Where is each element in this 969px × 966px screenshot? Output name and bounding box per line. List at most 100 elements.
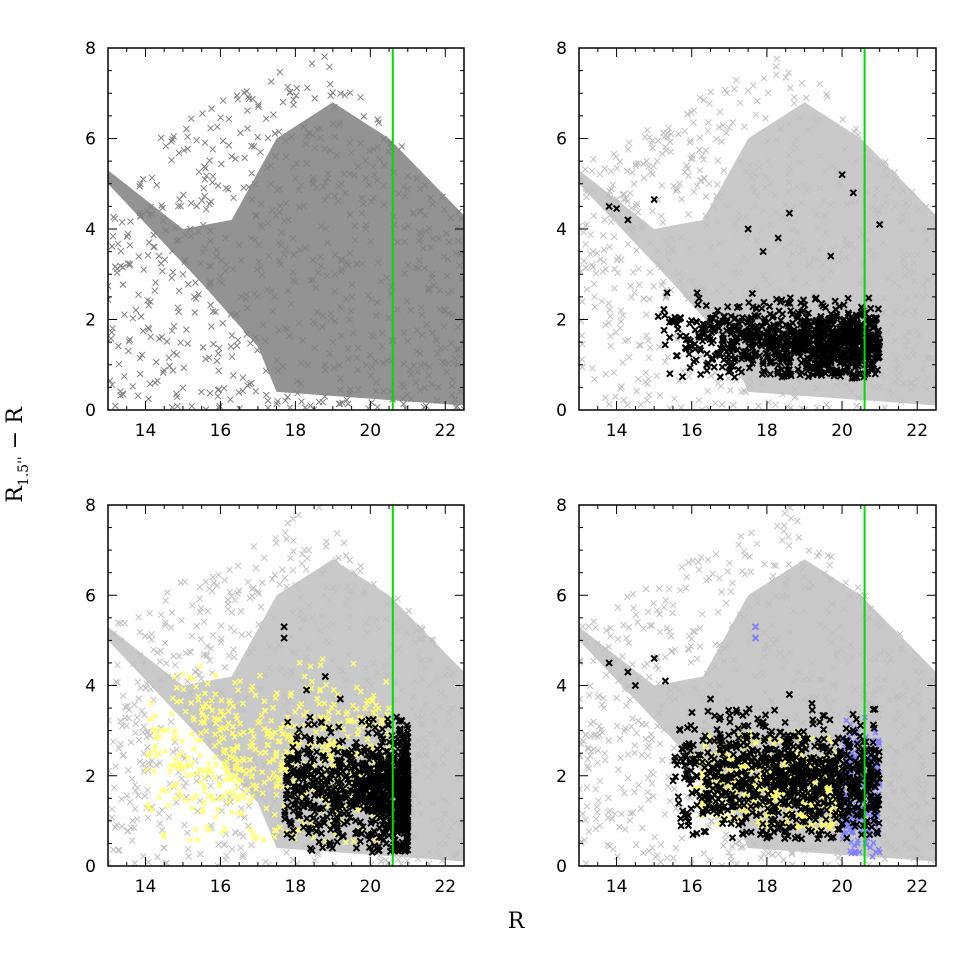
all-sources-marker xyxy=(790,202,798,210)
all-sources-marker xyxy=(194,807,201,815)
all-sources-marker xyxy=(284,216,292,224)
all-sources-marker xyxy=(882,193,890,201)
all-sources-marker xyxy=(217,638,225,646)
selected-marker xyxy=(684,335,693,344)
all-sources-marker xyxy=(800,181,808,188)
selected-marker xyxy=(870,314,878,323)
all-sources-marker xyxy=(290,548,297,555)
all-sources-marker xyxy=(659,278,667,286)
all-sources-marker xyxy=(702,212,709,220)
all-sources-marker xyxy=(588,261,596,269)
all-sources-marker xyxy=(713,192,721,200)
yellow-marker xyxy=(271,774,278,781)
selected-marker xyxy=(361,775,370,784)
all-sources-marker xyxy=(454,224,461,232)
all-sources-marker xyxy=(283,849,290,856)
all-sources-marker xyxy=(281,671,288,679)
all-sources-marker xyxy=(191,309,199,316)
all-sources-marker xyxy=(593,808,601,816)
all-sources-marker xyxy=(217,687,224,695)
yellow-marker xyxy=(180,686,187,693)
yellow-marker xyxy=(197,779,204,786)
all-sources-marker xyxy=(735,215,743,223)
all-sources-marker xyxy=(136,628,144,636)
all-sources-marker xyxy=(749,169,757,176)
yellow-marker xyxy=(370,692,377,699)
selected-marker xyxy=(306,713,314,722)
all-sources-marker xyxy=(885,275,892,282)
yellow-marker xyxy=(357,688,364,695)
all-sources-marker xyxy=(669,245,676,252)
all-sources-marker xyxy=(283,535,290,543)
all-sources-marker xyxy=(327,92,334,99)
all-sources-marker xyxy=(259,321,267,329)
yellow-marker xyxy=(194,770,201,777)
all-sources-marker xyxy=(348,149,355,157)
all-sources-marker xyxy=(740,387,748,395)
yellow-marker xyxy=(351,718,358,725)
all-sources-marker xyxy=(124,827,131,835)
all-sources-marker xyxy=(360,113,368,120)
all-sources-marker xyxy=(324,192,332,200)
all-sources-marker xyxy=(744,87,752,94)
all-sources-marker xyxy=(140,749,148,757)
all-sources-marker xyxy=(829,600,837,607)
yellow-marker xyxy=(323,681,330,688)
all-sources-marker xyxy=(727,288,735,296)
yellow-marker xyxy=(250,765,257,772)
all-sources-marker xyxy=(415,264,422,272)
all-sources-marker xyxy=(868,252,876,260)
selected-marker xyxy=(866,304,875,313)
x-tick-label: 18 xyxy=(285,421,307,441)
all-sources-marker xyxy=(135,291,142,299)
all-sources-marker xyxy=(590,280,598,288)
all-sources-marker xyxy=(340,170,348,178)
all-sources-marker xyxy=(693,182,701,190)
all-sources-marker xyxy=(800,606,808,614)
selected-marker xyxy=(735,302,744,311)
all-sources-marker xyxy=(147,333,154,341)
all-sources-marker xyxy=(456,262,463,269)
all-sources-marker xyxy=(579,356,586,363)
all-sources-marker xyxy=(353,354,360,362)
yellow-marker xyxy=(228,809,235,816)
all-sources-marker xyxy=(400,329,408,337)
yellow-marker xyxy=(208,770,215,777)
selected-marker xyxy=(842,339,850,347)
x-tick-label: 18 xyxy=(285,877,307,897)
all-sources-marker xyxy=(158,202,165,209)
selected-marker xyxy=(294,812,303,820)
all-sources-marker xyxy=(422,750,430,758)
yellow-marker xyxy=(208,697,215,704)
all-sources-marker xyxy=(624,401,631,409)
selected-marker xyxy=(874,305,883,313)
selected-marker xyxy=(315,735,324,744)
all-sources-marker xyxy=(180,691,187,698)
yellow-marker xyxy=(200,768,208,775)
selected-marker xyxy=(696,370,705,379)
x-tick-label: 18 xyxy=(756,421,778,441)
selected-marker xyxy=(335,723,343,731)
all-sources-marker xyxy=(338,265,346,273)
all-sources-marker xyxy=(129,314,137,322)
all-sources-marker xyxy=(789,226,796,234)
all-sources-marker xyxy=(112,678,120,686)
selected-marker xyxy=(327,728,335,737)
y-tick-label: 2 xyxy=(85,311,96,331)
all-sources-marker xyxy=(783,594,791,602)
all-sources-marker xyxy=(678,195,685,203)
all-sources-marker xyxy=(237,830,244,838)
all-sources-marker xyxy=(208,323,215,330)
selected-marker xyxy=(718,363,727,371)
all-sources-marker xyxy=(745,375,753,382)
all-sources-marker xyxy=(188,402,196,410)
all-sources-marker xyxy=(766,179,774,187)
selected-marker xyxy=(299,765,308,774)
all-sources-marker xyxy=(374,403,381,410)
all-sources-marker xyxy=(418,706,426,714)
all-sources-marker xyxy=(606,306,614,313)
all-sources-marker xyxy=(607,342,615,350)
yellow-marker xyxy=(237,720,244,727)
all-sources-marker xyxy=(244,125,251,132)
selected-marker xyxy=(338,802,346,810)
